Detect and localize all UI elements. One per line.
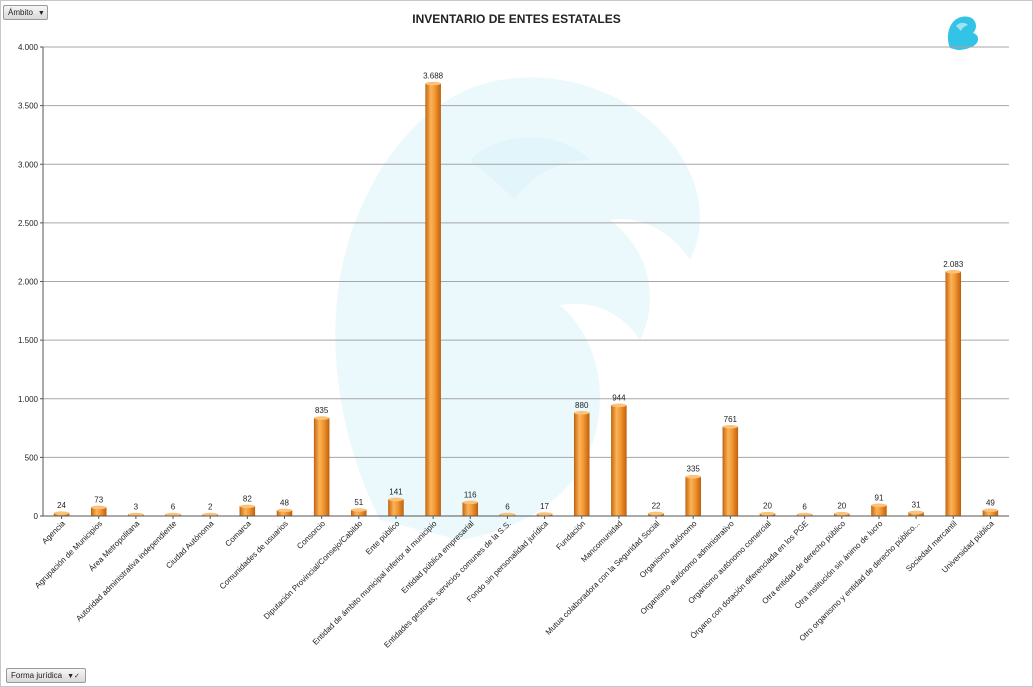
bar-cap — [685, 474, 701, 479]
bar-cap — [462, 500, 478, 505]
data-label: 20 — [763, 502, 772, 511]
data-label: 3.688 — [423, 72, 444, 81]
bar-cap — [797, 512, 813, 517]
data-label: 6 — [171, 503, 176, 512]
x-tick-label: Comarca — [223, 519, 253, 549]
bar-cap — [239, 504, 255, 509]
y-tick-label: 500 — [25, 453, 39, 462]
bar-cap — [54, 511, 70, 515]
forma-juridica-filter-button[interactable]: Forma jurídica ▼✓ — [6, 668, 86, 683]
x-tick-label: Ente público — [364, 519, 402, 557]
data-label: 116 — [464, 490, 477, 499]
data-label: 3 — [134, 503, 139, 512]
ambito-filter-label: Ámbito — [8, 8, 33, 17]
bars — [53, 81, 999, 517]
y-tick-label: 2.500 — [18, 219, 39, 228]
y-axis-ticks: 0 500 1.000 1.500 2.000 2.500 3.000 3.500 4.000 — [18, 43, 43, 521]
data-label: 2.083 — [943, 260, 964, 269]
bar-cap — [499, 512, 515, 517]
bar-cap — [982, 508, 998, 513]
y-tick-label: 2.000 — [18, 278, 39, 287]
data-label: 835 — [315, 406, 329, 415]
x-tick-label: Consorcio — [295, 519, 327, 551]
eagle-logo-icon — [947, 16, 979, 50]
bar-cap — [611, 403, 627, 408]
data-labels: 24 73 3 6 2 82 48 835 51 141 3.688 116 6 17 880 944 22 33… — [57, 72, 995, 512]
bar — [685, 476, 701, 517]
data-label: 335 — [687, 465, 701, 474]
data-label: 31 — [912, 500, 921, 509]
data-label: 51 — [354, 498, 363, 507]
gridlines — [43, 46, 1009, 458]
bar-cap — [760, 511, 775, 516]
data-label: 2 — [208, 503, 213, 512]
ambito-filter-button[interactable]: Ámbito ▼ — [3, 5, 48, 20]
data-label: 91 — [875, 493, 884, 502]
bar — [462, 502, 479, 517]
bar-cap — [945, 269, 961, 274]
data-label: 880 — [575, 401, 589, 410]
bar-cap — [388, 497, 404, 502]
data-label: 141 — [389, 487, 403, 496]
chevron-down-icon: ▼ — [37, 10, 45, 17]
data-label: 82 — [243, 494, 252, 503]
bar — [388, 499, 404, 517]
bar — [573, 412, 590, 517]
bar-cap — [351, 508, 367, 512]
y-tick-label: 1.500 — [18, 336, 39, 345]
data-label: 22 — [652, 501, 661, 510]
bar-cap — [165, 512, 181, 517]
bar-cap — [202, 512, 218, 517]
bar-cap — [871, 503, 887, 508]
data-label: 73 — [94, 495, 103, 504]
data-label: 6 — [802, 503, 807, 512]
data-label: 761 — [724, 415, 738, 424]
bar-cap — [648, 511, 664, 516]
bar — [722, 426, 739, 517]
data-label: 17 — [540, 502, 549, 511]
y-tick-label: 3.000 — [18, 160, 39, 169]
bar-cap — [314, 416, 330, 420]
bar — [425, 83, 441, 517]
bar-cap — [91, 505, 107, 510]
x-tick-label: Fundación — [554, 519, 587, 552]
bar-cap — [425, 81, 441, 86]
bar — [611, 405, 627, 517]
x-tick-label: Comunidades de usuarios — [218, 519, 290, 591]
bar-cap — [908, 510, 924, 515]
bar-cap — [128, 512, 144, 517]
bar-cap — [537, 512, 553, 516]
y-tick-label: 4.000 — [18, 43, 39, 52]
bar — [313, 417, 330, 517]
data-label: 49 — [986, 498, 995, 507]
y-tick-label: 3.500 — [18, 102, 39, 111]
bar-cap — [722, 424, 738, 429]
bar-cap — [277, 508, 292, 513]
forma-juridica-filter-label: Forma jurídica — [11, 671, 63, 680]
data-label: 6 — [505, 503, 510, 512]
data-label: 24 — [57, 501, 66, 510]
eagle-watermark-icon — [335, 77, 700, 540]
bar-cap — [574, 411, 590, 415]
y-tick-label: 0 — [34, 512, 39, 521]
x-tick-label: Entidades gestoras, servicios comunes de… — [382, 519, 513, 650]
chart-title: INVENTARIO DE ENTES ESTATALES — [412, 12, 621, 26]
y-tick-label: 1.000 — [18, 395, 39, 404]
x-tick-label: Agrupación de Municipios — [33, 519, 104, 590]
data-label: 944 — [612, 393, 626, 402]
x-tick-label: Agencia — [40, 519, 67, 546]
data-label: 48 — [280, 498, 289, 507]
filter-icon: ▼✓ — [67, 673, 80, 680]
data-label: 20 — [837, 502, 846, 511]
bar-cap — [834, 511, 850, 516]
bar — [945, 271, 962, 517]
